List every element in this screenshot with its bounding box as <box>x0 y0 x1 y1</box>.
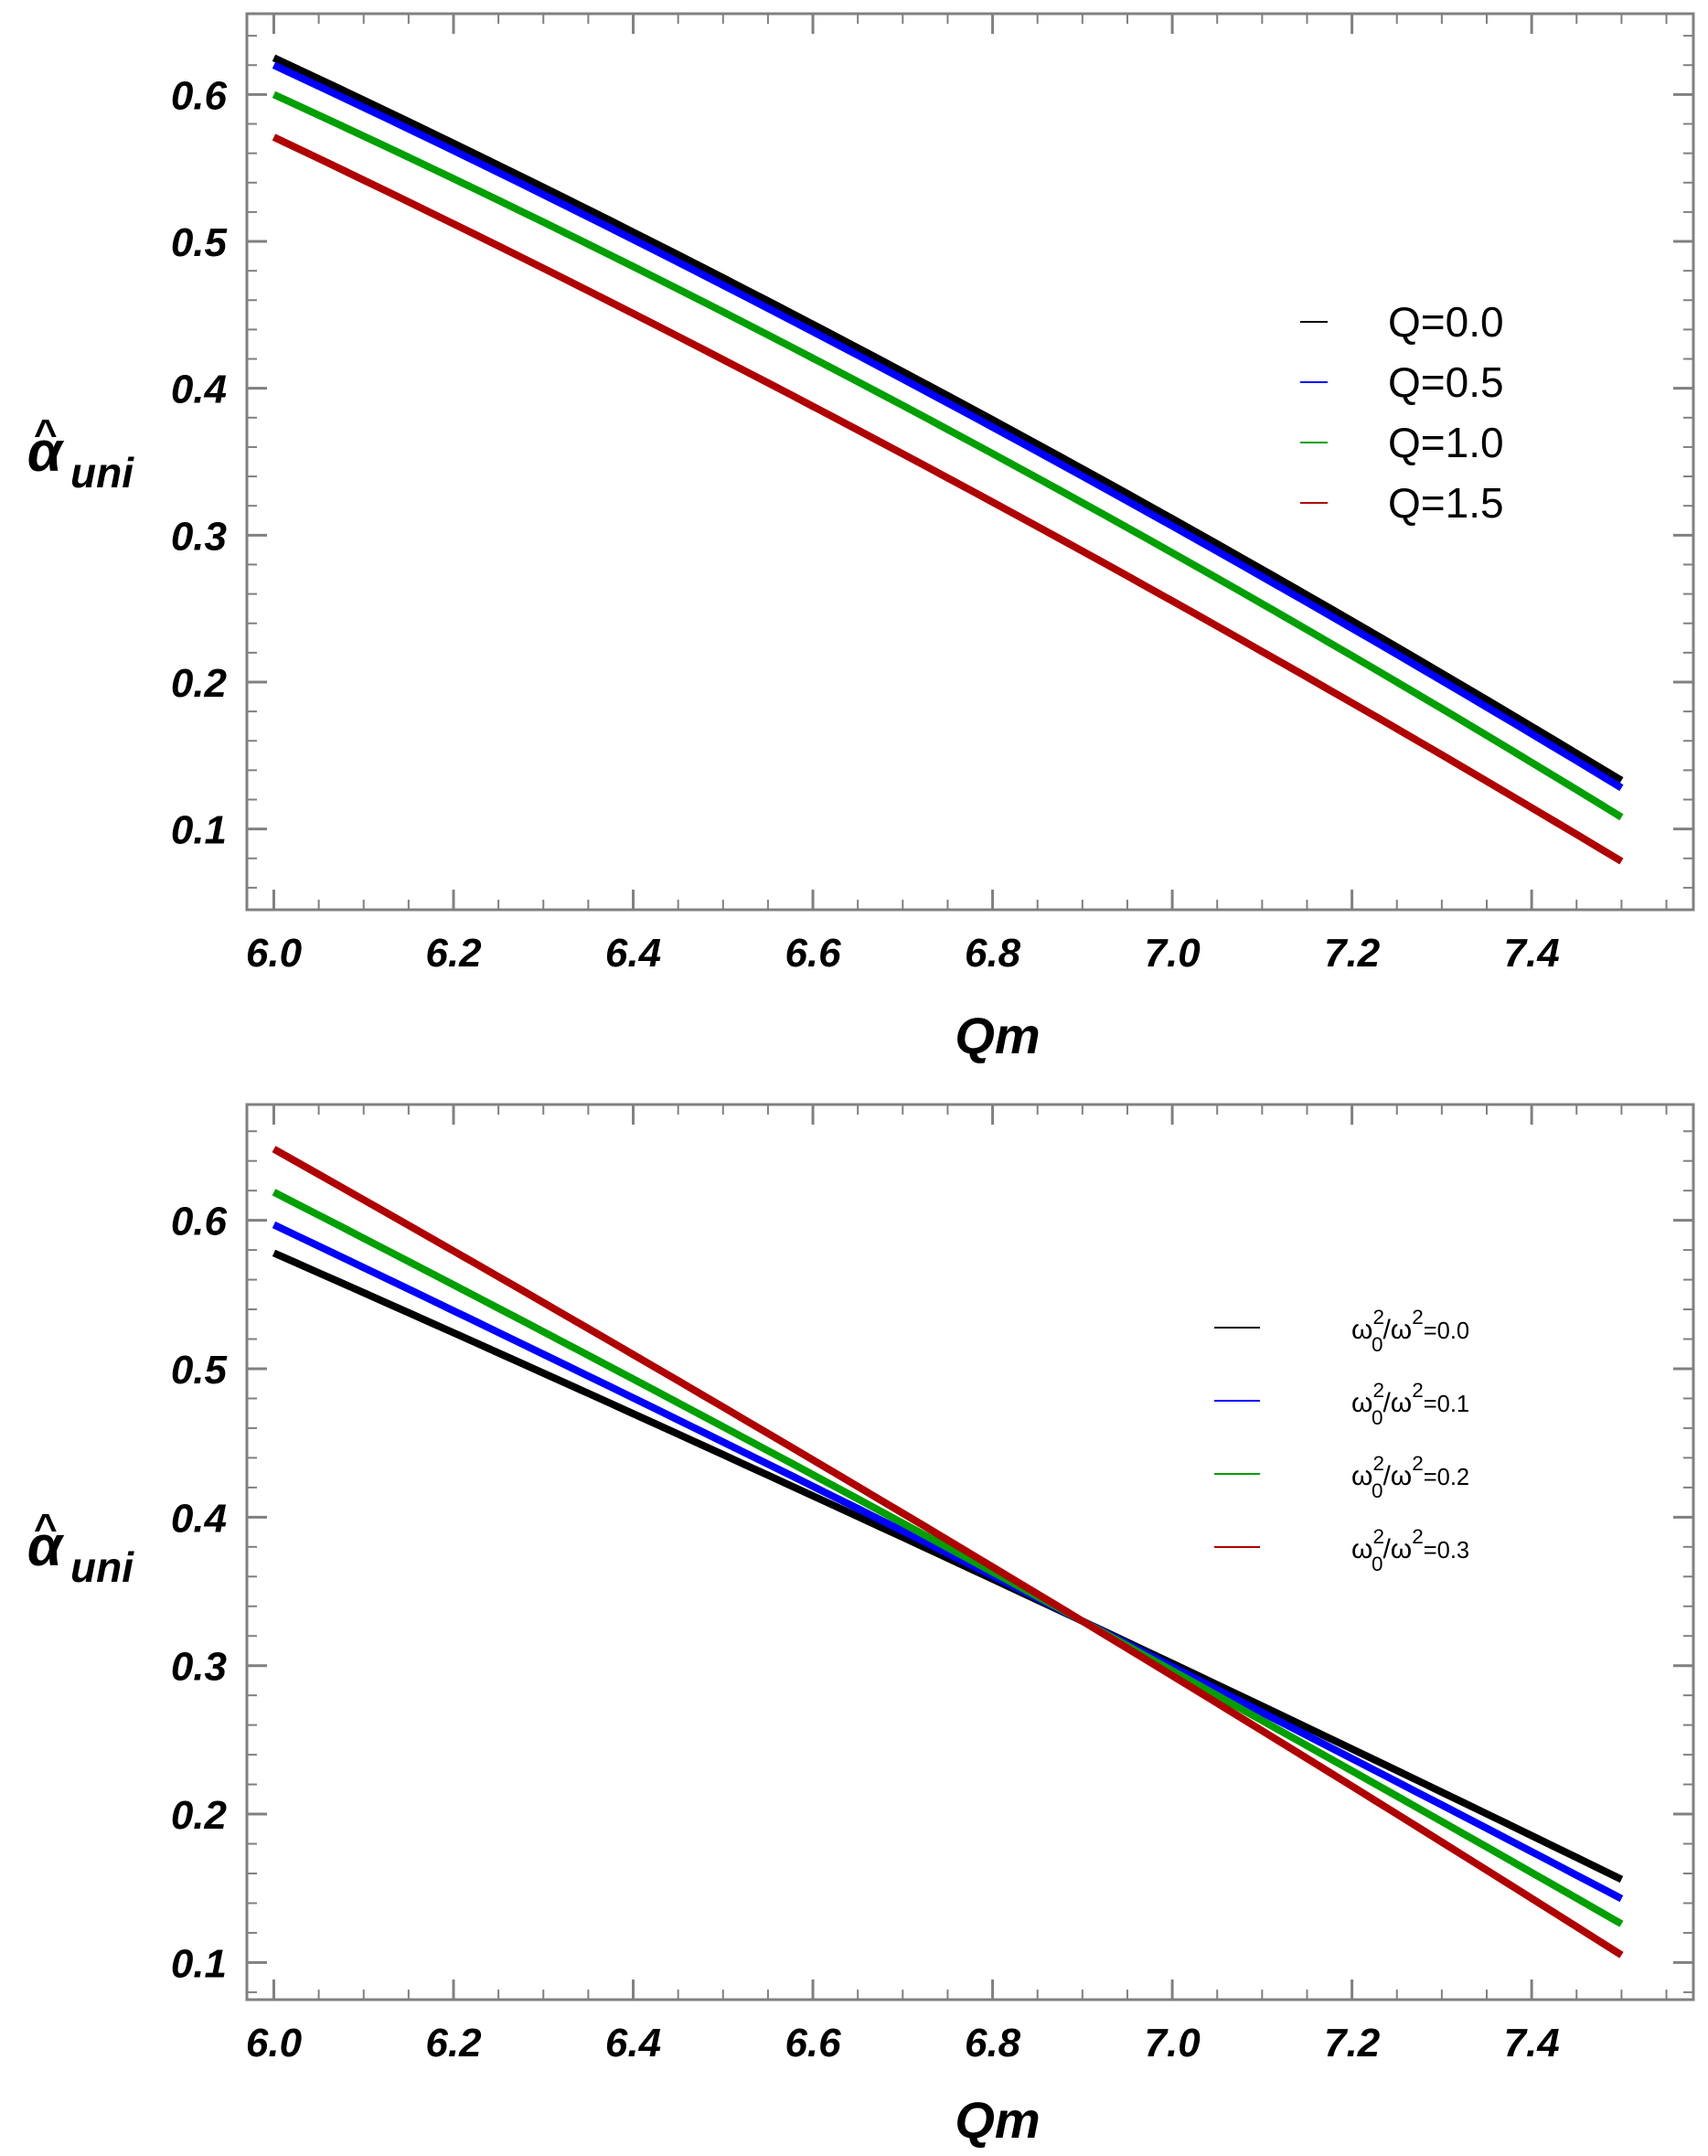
series-line-0 <box>272 54 1624 784</box>
legend-sub: 0 <box>1372 1479 1383 1502</box>
legend-mid: /ω <box>1382 1315 1412 1345</box>
series-line-2 <box>272 91 1624 821</box>
legend-mid: /ω <box>1382 1461 1412 1491</box>
x-tick-label: 6.2 <box>425 931 482 976</box>
y-tick-labels: 0.1 0.2 0.3 0.4 0.5 0.6 <box>171 73 228 852</box>
x-tick-label: 6.8 <box>965 931 1021 976</box>
legend-sub: 0 <box>1372 1333 1383 1356</box>
legend-mid: /ω <box>1382 1388 1412 1418</box>
x-tick-label: 7.0 <box>1145 2021 1201 2065</box>
legend-sup2: 2 <box>1412 1452 1424 1475</box>
y-tick-label: 0.4 <box>171 1496 227 1541</box>
x-tick-label: 6.6 <box>785 931 841 976</box>
legend-label-3: ω2 0/ω2=0.3 <box>1351 1525 1469 1575</box>
legend-sup: 2 <box>1372 1525 1384 1548</box>
legend-value: =0.0 <box>1424 1318 1469 1344</box>
x-axis-label: Qm <box>955 2091 1040 2149</box>
y-tick-label: 0.4 <box>171 368 227 412</box>
x-tick-labels: 6.0 6.2 6.4 6.6 6.8 7.0 7.2 7.4 <box>246 2021 1560 2065</box>
plot-frame <box>245 12 1695 912</box>
legend-label-0: ω2 0/ω2=0.0 <box>1351 1306 1469 1356</box>
y-tick-label: 0.6 <box>171 1200 228 1244</box>
legend-sub: 0 <box>1372 1406 1383 1429</box>
legend-value: =0.3 <box>1424 1538 1469 1564</box>
series-line-3 <box>272 133 1624 865</box>
y-axis-label-hat: ^ <box>33 1506 57 1551</box>
legend: ω2 0/ω2=0.0ω2 0/ω2=0.1ω2 0/ω2=0.2ω2 0/ω2=0.3 <box>1214 1306 1469 1575</box>
legend-label-1: ω2 0/ω2=0.1 <box>1351 1379 1469 1429</box>
legend-sup2: 2 <box>1412 1306 1424 1329</box>
legend-omega: ω <box>1351 1315 1372 1345</box>
series-line-2 <box>272 1189 1624 1927</box>
legend-mid: /ω <box>1382 1534 1412 1564</box>
y-tick-label: 0.1 <box>171 808 227 853</box>
y-tick-label: 0.3 <box>171 1645 227 1690</box>
x-tick-labels: 6.0 6.2 6.4 6.6 6.8 7.0 7.2 7.4 <box>246 931 1560 976</box>
chart-bottom: 6.0 6.2 6.4 6.6 6.8 7.0 7.2 7.4 0.1 0.2 0.3 0.4 0.5… <box>27 1103 1695 2149</box>
x-axis-label: Qm <box>955 1007 1040 1064</box>
y-axis-label: ^ α uni <box>27 411 134 496</box>
legend-sup: 2 <box>1372 1379 1384 1402</box>
x-tick-label: 6.8 <box>965 2021 1021 2065</box>
legend-label-2: Q=1.0 <box>1388 419 1504 466</box>
x-tick-label: 6.4 <box>605 2021 661 2065</box>
x-tick-label: 6.6 <box>785 2021 841 2065</box>
series-line-0 <box>272 1249 1624 1884</box>
y-tick-label: 0.5 <box>171 1348 228 1393</box>
legend-label-3: Q=1.5 <box>1388 479 1504 527</box>
legend-value: =0.1 <box>1424 1392 1469 1417</box>
y-axis-label-subscript: uni <box>70 449 134 496</box>
y-tick-label: 0.2 <box>171 661 228 706</box>
legend-sup: 2 <box>1372 1452 1384 1475</box>
y-tick-label: 0.6 <box>171 73 228 118</box>
y-tick-label: 0.1 <box>171 1941 227 1986</box>
plot-frame <box>245 1103 1695 2001</box>
x-tick-label: 7.2 <box>1324 2021 1381 2065</box>
x-tick-label: 6.4 <box>605 931 661 976</box>
x-tick-label: 7.4 <box>1504 931 1560 976</box>
legend: Q=0.0 Q=0.5 Q=1.0 Q=1.5 <box>1300 298 1504 527</box>
legend-label-1: Q=0.5 <box>1388 358 1504 406</box>
x-tick-label: 7.4 <box>1504 2021 1560 2065</box>
y-tick-label: 0.3 <box>171 514 227 559</box>
y-tick-label: 0.5 <box>171 220 228 265</box>
x-tick-label: 6.0 <box>246 2021 303 2065</box>
legend-omega: ω <box>1351 1461 1372 1491</box>
y-axis-label-hat: ^ <box>33 411 57 456</box>
legend-omega: ω <box>1351 1388 1372 1418</box>
chart-top: 6.0 6.2 6.4 6.6 6.8 7.0 7.2 7.4 0.1 0.2 0.3 0.4 0.5… <box>27 12 1695 1064</box>
legend-sup: 2 <box>1372 1306 1384 1329</box>
x-tick-label: 6.0 <box>246 931 303 976</box>
legend-omega: ω <box>1351 1534 1372 1564</box>
y-axis-label-symbol: α <box>27 421 65 484</box>
legend-value: =0.2 <box>1424 1465 1469 1490</box>
y-tick-labels: 0.1 0.2 0.3 0.4 0.5 0.6 <box>171 1200 228 1987</box>
legend-sub: 0 <box>1372 1553 1383 1575</box>
x-tick-label: 7.0 <box>1145 931 1201 976</box>
series-lines <box>272 54 1624 865</box>
series-line-1 <box>272 61 1624 792</box>
legend-sup2: 2 <box>1412 1379 1424 1402</box>
tick-marks <box>247 1105 1693 2000</box>
y-tick-label: 0.2 <box>171 1793 228 1838</box>
y-axis-label: ^ α uni <box>27 1506 134 1591</box>
legend-label-0: Q=0.0 <box>1388 298 1504 346</box>
tick-marks <box>247 14 1693 910</box>
series-line-3 <box>272 1146 1624 1959</box>
series-line-1 <box>272 1221 1624 1903</box>
series-lines <box>272 1146 1624 1959</box>
legend-label-2: ω2 0/ω2=0.2 <box>1351 1452 1469 1502</box>
x-tick-label: 7.2 <box>1324 931 1381 976</box>
legend-sup2: 2 <box>1412 1525 1424 1548</box>
x-tick-label: 6.2 <box>425 2021 482 2065</box>
y-axis-label-symbol: α <box>27 1515 65 1578</box>
y-axis-label-subscript: uni <box>70 1543 134 1591</box>
